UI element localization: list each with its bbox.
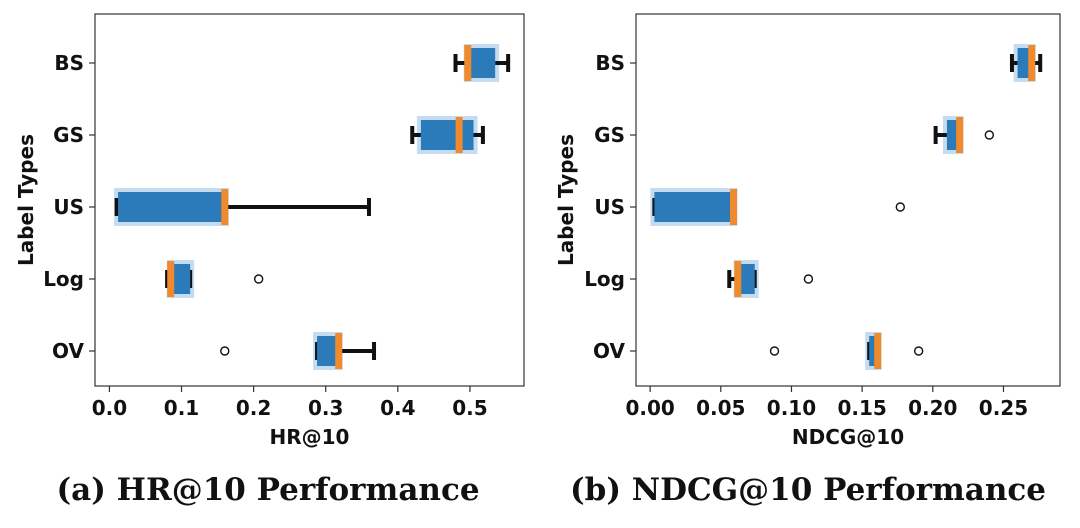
y-tick-label: US bbox=[594, 195, 625, 219]
x-tick-label: 0.1 bbox=[164, 396, 199, 420]
box-iqr bbox=[1017, 48, 1032, 78]
box-iqr bbox=[467, 48, 496, 78]
box-iqr bbox=[737, 264, 755, 294]
median-line bbox=[335, 333, 343, 369]
median-line bbox=[167, 261, 175, 297]
box-us bbox=[650, 188, 905, 226]
plot-frame bbox=[635, 13, 1061, 387]
box-ov bbox=[769, 332, 924, 370]
box-log bbox=[727, 260, 814, 298]
outlier-point bbox=[984, 130, 995, 140]
y-tick-label: BS bbox=[54, 51, 84, 75]
box-bs bbox=[1009, 44, 1043, 82]
outlier-point bbox=[769, 346, 780, 356]
panel-hr10: 0.0 0.1 0.2 0.3 0.4 0.5 BS GS US Log OV HR@10 Label … bbox=[14, 13, 525, 508]
x-tick-label: 0.10 bbox=[767, 396, 816, 420]
y-tick-label: Log bbox=[43, 267, 84, 291]
median-line bbox=[874, 333, 882, 369]
outlier-point bbox=[803, 274, 814, 284]
box-iqr bbox=[869, 336, 878, 366]
y-axis-title: Label Types bbox=[554, 134, 578, 266]
median-line bbox=[730, 189, 738, 225]
box-iqr bbox=[420, 120, 474, 150]
y-tick-label: OV bbox=[593, 339, 625, 363]
y-tick-label: BS bbox=[595, 51, 625, 75]
x-tick-label: 0.20 bbox=[908, 396, 957, 420]
median-line bbox=[956, 117, 964, 153]
box-log bbox=[165, 260, 264, 298]
outlier-point bbox=[253, 274, 264, 284]
box-iqr bbox=[170, 264, 191, 294]
outlier-point bbox=[220, 346, 230, 356]
median-line bbox=[221, 189, 229, 225]
median-line bbox=[1028, 45, 1036, 81]
x-tick-label: 0.00 bbox=[625, 396, 674, 420]
box-bs bbox=[453, 44, 511, 82]
x-tick-label: 0.5 bbox=[452, 396, 487, 420]
y-tick-label: US bbox=[53, 195, 84, 219]
x-tick-label: 0.05 bbox=[696, 396, 745, 420]
box-iqr bbox=[654, 192, 734, 222]
panel-caption: (b) NDCG@10 Performance bbox=[570, 472, 1046, 508]
median-line bbox=[455, 117, 463, 153]
box-iqr bbox=[118, 192, 225, 222]
median-line bbox=[464, 45, 472, 81]
box-iqr bbox=[317, 336, 339, 366]
y-tick-label: OV bbox=[52, 339, 84, 363]
plot-frame bbox=[94, 13, 525, 387]
y-tick-label: GS bbox=[594, 123, 625, 147]
x-tick-label: 0.25 bbox=[979, 396, 1028, 420]
y-axis-title: Label Types bbox=[14, 134, 38, 266]
outlier-point bbox=[913, 346, 924, 356]
box-gs bbox=[933, 116, 995, 154]
x-axis-title: HR@10 bbox=[270, 425, 350, 449]
panel-ndcg10: 0.00 0.05 0.10 0.15 0.20 0.25 BS GS US Log OV NDCG@… bbox=[554, 13, 1061, 508]
outlier-point bbox=[895, 202, 905, 212]
x-tick-label: 0.15 bbox=[837, 396, 886, 420]
panel-caption: (a) HR@10 Performance bbox=[56, 472, 479, 508]
x-tick-label: 0.2 bbox=[236, 396, 271, 420]
y-tick-label: Log bbox=[584, 267, 625, 291]
x-tick-label: 0.3 bbox=[308, 396, 343, 420]
x-tick-label: 0.0 bbox=[92, 396, 127, 420]
x-axis-title: NDCG@10 bbox=[792, 425, 904, 449]
median-line bbox=[734, 261, 742, 297]
box-us bbox=[114, 188, 371, 226]
box-ov bbox=[220, 332, 377, 370]
y-tick-label: GS bbox=[53, 123, 84, 147]
x-tick-label: 0.4 bbox=[380, 396, 415, 420]
box-gs bbox=[410, 116, 485, 154]
